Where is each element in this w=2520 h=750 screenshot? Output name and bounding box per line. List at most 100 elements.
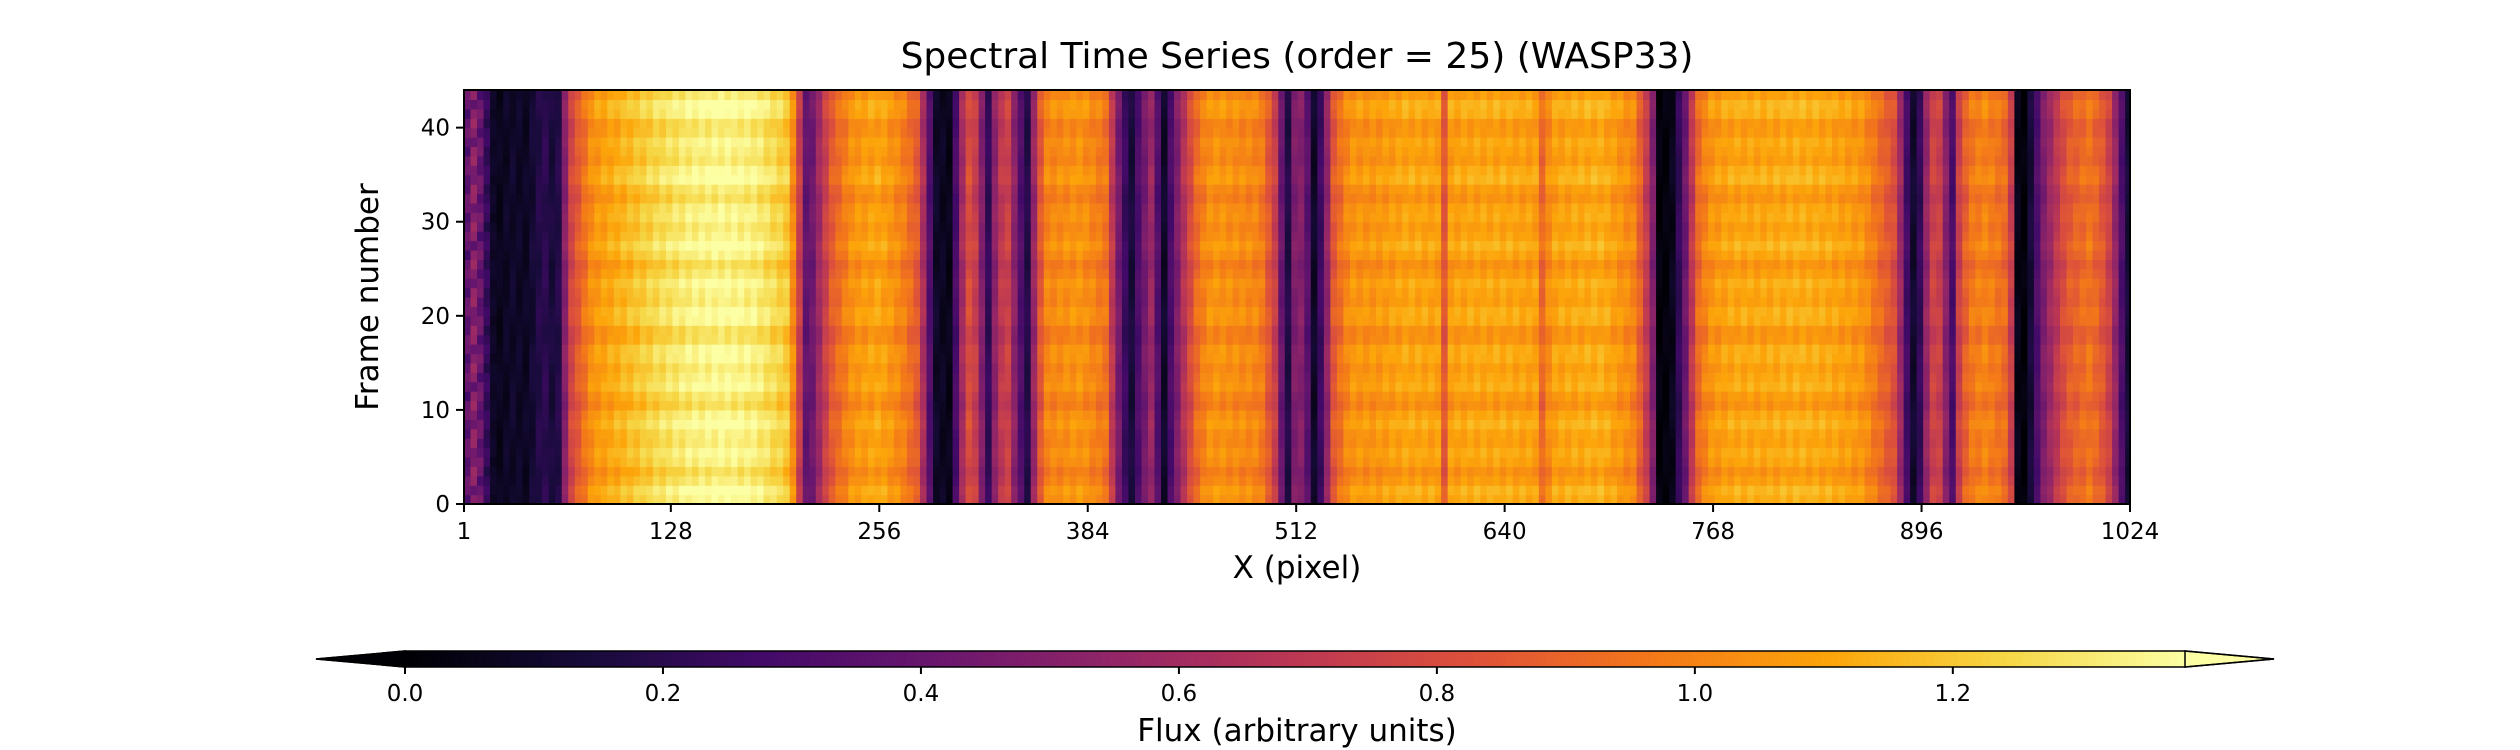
heatmap-cell xyxy=(2086,494,2094,504)
heatmap-cell xyxy=(1734,447,1742,458)
heatmap-cell xyxy=(1056,409,1064,420)
heatmap-cell xyxy=(1916,428,1924,439)
heatmap-cell xyxy=(1219,334,1227,345)
heatmap-cell xyxy=(835,409,843,420)
heatmap-cell xyxy=(978,315,986,326)
heatmap-cell xyxy=(665,353,674,364)
heatmap-cell xyxy=(1838,344,1846,355)
heatmap-cell xyxy=(548,428,556,439)
heatmap-cell xyxy=(1519,325,1527,336)
heatmap-cell xyxy=(1753,344,1761,355)
heatmap-cell xyxy=(1421,447,1429,458)
heatmap-cell xyxy=(1343,400,1351,411)
heatmap-cell xyxy=(1362,362,1371,373)
heatmap-cell xyxy=(1610,362,1618,373)
heatmap-cell xyxy=(1871,447,1879,458)
heatmap-cell xyxy=(568,419,576,430)
heatmap-cell xyxy=(757,353,765,364)
heatmap-cell xyxy=(1304,447,1312,458)
heatmap-cell xyxy=(1968,344,1976,355)
heatmap-cell xyxy=(1682,438,1690,449)
heatmap-cell xyxy=(789,344,797,355)
heatmap-cell xyxy=(952,362,960,373)
heatmap-cell xyxy=(1564,334,1573,345)
heatmap-cell xyxy=(496,334,504,345)
heatmap-cell xyxy=(1903,485,1911,496)
heatmap-cell xyxy=(1590,428,1599,439)
heatmap-cell xyxy=(2014,334,2022,345)
heatmap-cell xyxy=(1317,334,1325,345)
heatmap-cell xyxy=(1187,334,1195,345)
heatmap-cell xyxy=(1923,409,1931,420)
heatmap-cell xyxy=(809,315,817,326)
heatmap-cell xyxy=(464,391,472,402)
heatmap-cell xyxy=(633,372,641,383)
heatmap-cell xyxy=(744,409,752,420)
heatmap-cell xyxy=(711,362,719,373)
heatmap-cell xyxy=(1910,362,1918,373)
heatmap-cell xyxy=(757,428,765,439)
heatmap-cell xyxy=(815,372,823,383)
heatmap-cell xyxy=(1245,466,1253,477)
heatmap-cell xyxy=(1258,409,1266,420)
heatmap-cell xyxy=(2046,475,2055,486)
heatmap-cell xyxy=(763,409,771,420)
heatmap-cell xyxy=(946,447,954,458)
heatmap-cell xyxy=(2046,485,2055,496)
heatmap-cell xyxy=(1141,409,1149,420)
heatmap-cell xyxy=(613,456,621,467)
heatmap-cell xyxy=(639,409,647,420)
heatmap-cell xyxy=(1017,466,1025,477)
heatmap-cell xyxy=(646,485,654,496)
heatmap-cell xyxy=(1773,400,1781,411)
heatmap-cell xyxy=(1708,456,1716,467)
heatmap-cell xyxy=(744,344,752,355)
heatmap-cell xyxy=(1617,353,1625,364)
heatmap-cell xyxy=(535,494,543,504)
heatmap-cell xyxy=(1154,466,1162,477)
heatmap-cell xyxy=(822,494,830,504)
heatmap-cell xyxy=(652,344,661,355)
heatmap-cell xyxy=(1603,466,1612,477)
heatmap-cell xyxy=(1161,353,1169,364)
heatmap-cell xyxy=(594,475,602,486)
heatmap-cell xyxy=(1740,419,1748,430)
heatmap-cell xyxy=(1167,325,1175,336)
heatmap-cell xyxy=(1310,419,1318,430)
heatmap-cell xyxy=(1727,353,1735,364)
heatmap-cell xyxy=(1669,438,1677,449)
heatmap-cell xyxy=(1200,381,1208,392)
heatmap-cell xyxy=(757,475,765,486)
heatmap-cell xyxy=(2079,494,2087,504)
heatmap-cell xyxy=(1825,438,1833,449)
heatmap-cell xyxy=(477,456,485,467)
heatmap-cell xyxy=(672,494,680,504)
heatmap-cell xyxy=(900,400,908,411)
heatmap-cell xyxy=(509,353,517,364)
heatmap-cell xyxy=(822,466,830,477)
heatmap-cell xyxy=(705,325,713,336)
heatmap-cell xyxy=(1701,438,1709,449)
heatmap-cell xyxy=(1147,438,1156,449)
heatmap-cell xyxy=(600,466,608,477)
heatmap-cell xyxy=(887,344,895,355)
heatmap-cell xyxy=(2073,419,2081,430)
heatmap-cell xyxy=(1493,456,1501,467)
heatmap-cell xyxy=(1017,494,1025,504)
heatmap-cell xyxy=(2014,391,2022,402)
heatmap-cell xyxy=(1786,325,1794,336)
heatmap-cell xyxy=(1831,391,1840,402)
heatmap-cell xyxy=(1988,438,1996,449)
heatmap-cell xyxy=(1662,344,1670,355)
heatmap-cell xyxy=(1095,438,1103,449)
heatmap-cell xyxy=(1011,315,1019,326)
heatmap-cell xyxy=(1486,428,1494,439)
heatmap-cell xyxy=(1871,466,1879,477)
heatmap-cell xyxy=(1994,400,2002,411)
heatmap-cell xyxy=(711,438,719,449)
heatmap-cell xyxy=(1858,475,1866,486)
heatmap-cell xyxy=(1558,485,1566,496)
heatmap-cell xyxy=(1799,344,1807,355)
heatmap-cell xyxy=(1695,334,1703,345)
heatmap-cell xyxy=(568,400,576,411)
